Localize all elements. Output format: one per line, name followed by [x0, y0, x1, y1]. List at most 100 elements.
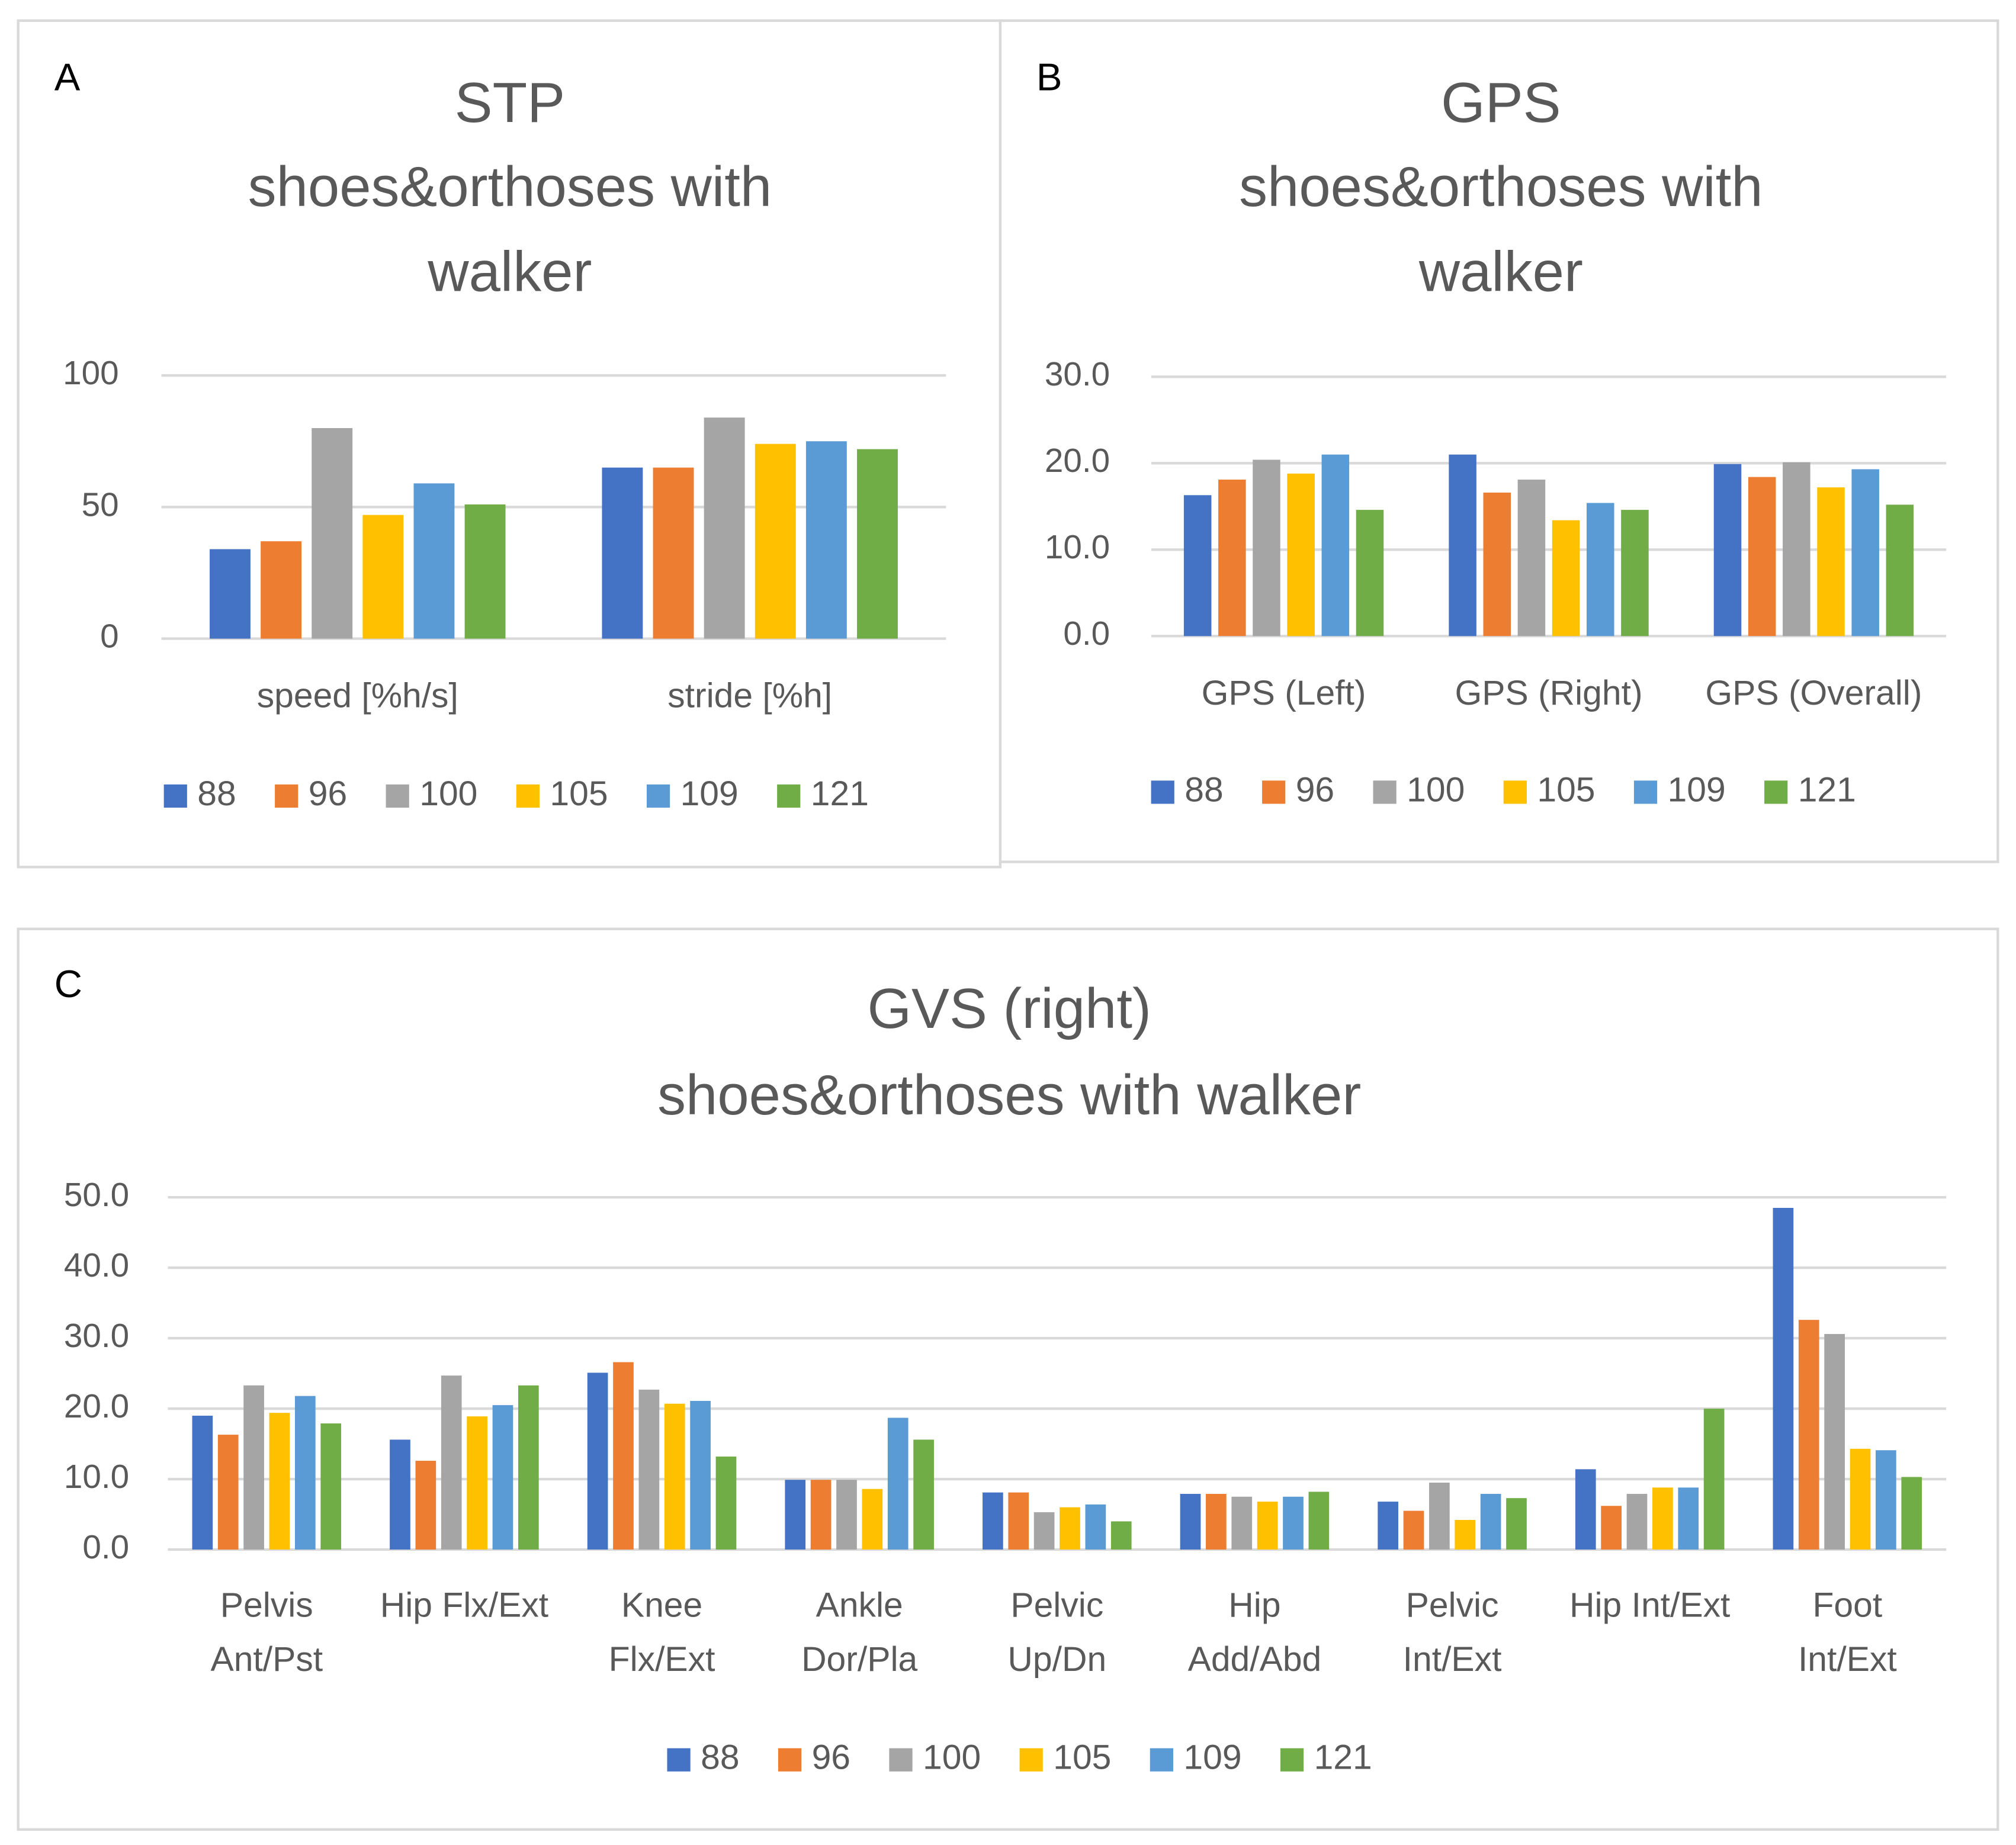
- x-tick-label: Ankle: [816, 1586, 903, 1625]
- bar: [1429, 1482, 1450, 1550]
- bar: [1703, 1409, 1725, 1550]
- y-tick-label: 0.0: [1063, 615, 1110, 652]
- bar: [1901, 1477, 1922, 1550]
- bar: [1449, 454, 1476, 637]
- x-tick-label: Hip: [1228, 1586, 1280, 1625]
- y-tick-label: 30.0: [1045, 356, 1110, 393]
- x-tick-label: Int/Ext: [1403, 1640, 1502, 1679]
- bar: [602, 467, 643, 639]
- legend-swatch: [1280, 1748, 1304, 1772]
- bar: [1798, 1320, 1819, 1550]
- legend-label: 96: [309, 774, 347, 813]
- bar: [1575, 1469, 1596, 1550]
- bar: [1110, 1521, 1132, 1550]
- bar: [857, 449, 898, 639]
- legend-swatch: [1262, 780, 1286, 804]
- bar: [243, 1385, 264, 1550]
- bar: [1378, 1502, 1398, 1550]
- bar: [664, 1403, 685, 1550]
- legend-label: 100: [923, 1738, 981, 1777]
- x-tick-label: Int/Ext: [1798, 1640, 1897, 1679]
- bar: [1621, 510, 1649, 637]
- bar: [1085, 1504, 1106, 1550]
- bar: [1748, 477, 1776, 637]
- bar: [1183, 495, 1212, 637]
- x-tick-label: Up/Dn: [1007, 1640, 1106, 1679]
- legend-swatch: [1503, 780, 1527, 804]
- bar: [1356, 510, 1384, 637]
- legend-label: 100: [419, 774, 477, 813]
- bar: [518, 1385, 539, 1550]
- y-tick-label: 100: [63, 355, 119, 392]
- bar: [638, 1389, 660, 1550]
- bar: [1253, 459, 1280, 637]
- panel-label: B: [1036, 55, 1062, 98]
- panel-label: A: [54, 55, 81, 98]
- bar: [755, 443, 796, 639]
- bar: [613, 1362, 634, 1550]
- bar: [217, 1435, 239, 1550]
- x-tick-label: Ant/Pst: [210, 1640, 323, 1679]
- legend-label: 88: [701, 1738, 739, 1777]
- legend-swatch: [1019, 1748, 1043, 1772]
- chart-title: STP: [455, 71, 565, 134]
- bar: [1652, 1487, 1673, 1550]
- chart-title: walker: [427, 240, 592, 304]
- legend-swatch: [1151, 780, 1174, 804]
- y-tick-label: 40.0: [64, 1247, 129, 1284]
- bar: [1403, 1510, 1424, 1550]
- bar: [1850, 1448, 1871, 1550]
- bar: [415, 1461, 436, 1550]
- legend-label: 109: [1668, 770, 1726, 809]
- panel-frame: [17, 927, 1999, 1831]
- bar: [1626, 1494, 1648, 1550]
- chart-title: shoes&orthoses with: [1239, 155, 1763, 218]
- bar: [192, 1415, 213, 1550]
- bar: [1601, 1506, 1622, 1550]
- bar: [413, 483, 455, 639]
- chart-title: GPS: [1441, 71, 1561, 134]
- legend-label: 105: [550, 774, 608, 813]
- bar: [1060, 1507, 1080, 1550]
- legend-swatch: [889, 1748, 913, 1772]
- bar: [887, 1418, 909, 1550]
- bar: [467, 1416, 487, 1550]
- bar: [1506, 1498, 1527, 1550]
- legend: 88 96 100 105 109 121: [163, 774, 869, 813]
- y-tick-label: 0: [100, 618, 119, 655]
- x-tick-label: Pelvic: [1406, 1586, 1499, 1625]
- x-tick-label: Pelvis: [220, 1586, 313, 1625]
- x-tick-label: Foot: [1812, 1586, 1882, 1625]
- bar: [1824, 1333, 1845, 1550]
- y-tick-label: 20.0: [64, 1388, 129, 1425]
- bar: [261, 541, 302, 639]
- bar: [1206, 1494, 1227, 1550]
- legend-swatch: [646, 784, 670, 808]
- legend-swatch: [275, 784, 298, 808]
- bar: [294, 1396, 316, 1550]
- bar: [1483, 492, 1511, 637]
- bar: [1231, 1496, 1253, 1550]
- legend: 88 96 100 105 109 121: [667, 1738, 1372, 1777]
- legend-label: 105: [1537, 770, 1595, 809]
- legend-swatch: [516, 784, 540, 808]
- y-tick-label: 0.0: [82, 1529, 129, 1566]
- y-tick-label: 30.0: [64, 1317, 129, 1355]
- legend-label: 96: [1296, 770, 1334, 809]
- chart-title: GVS (right): [867, 977, 1151, 1040]
- legend-label: 105: [1053, 1738, 1111, 1777]
- bar: [1321, 454, 1350, 637]
- legend-label: 100: [1407, 770, 1465, 809]
- legend-swatch: [1764, 780, 1788, 804]
- legend-label: 88: [1184, 770, 1223, 809]
- bar: [1773, 1207, 1794, 1550]
- bar: [1817, 487, 1845, 637]
- bar: [1552, 520, 1580, 637]
- legend-swatch: [386, 784, 409, 808]
- bar: [1586, 503, 1614, 637]
- bar: [587, 1372, 608, 1550]
- x-tick-label: speed [%h/s]: [257, 676, 458, 715]
- legend-label: 121: [1798, 770, 1856, 809]
- bar: [269, 1413, 290, 1550]
- panel-label: C: [54, 962, 82, 1005]
